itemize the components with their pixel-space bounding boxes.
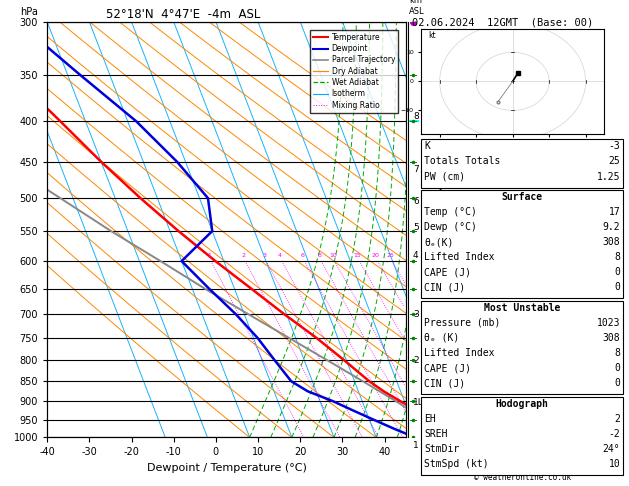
Text: θₑ (K): θₑ (K) bbox=[424, 333, 459, 343]
Text: 0: 0 bbox=[615, 378, 620, 388]
Text: 15: 15 bbox=[353, 253, 362, 258]
Text: StmSpd (kt): StmSpd (kt) bbox=[424, 459, 489, 469]
Text: EH: EH bbox=[424, 414, 436, 424]
Text: 1LCL: 1LCL bbox=[413, 399, 435, 407]
Text: 4: 4 bbox=[278, 253, 282, 258]
Text: θₑ(K): θₑ(K) bbox=[424, 237, 454, 247]
Text: 9.2: 9.2 bbox=[603, 222, 620, 232]
Text: © weatheronline.co.uk: © weatheronline.co.uk bbox=[474, 473, 571, 482]
Text: 4: 4 bbox=[413, 251, 418, 260]
Text: 1: 1 bbox=[413, 441, 419, 450]
Text: 17: 17 bbox=[608, 207, 620, 217]
Text: 7: 7 bbox=[413, 165, 419, 174]
Text: -2: -2 bbox=[608, 429, 620, 439]
Text: 8: 8 bbox=[615, 252, 620, 262]
Text: Totals Totals: Totals Totals bbox=[424, 156, 500, 167]
Text: Lifted Index: Lifted Index bbox=[424, 252, 494, 262]
Text: hPa: hPa bbox=[20, 7, 38, 17]
Text: 20: 20 bbox=[372, 253, 380, 258]
Text: Lifted Index: Lifted Index bbox=[424, 348, 494, 358]
Text: Temp (°C): Temp (°C) bbox=[424, 207, 477, 217]
Text: 3: 3 bbox=[413, 310, 419, 319]
Text: 2: 2 bbox=[615, 414, 620, 424]
Text: 1.25: 1.25 bbox=[597, 172, 620, 182]
Text: 6: 6 bbox=[301, 253, 305, 258]
Title: 52°18'N  4°47'E  -4m  ASL: 52°18'N 4°47'E -4m ASL bbox=[106, 8, 260, 21]
Text: CAPE (J): CAPE (J) bbox=[424, 363, 471, 373]
Y-axis label: Mixing Ratio (g/kg): Mixing Ratio (g/kg) bbox=[435, 184, 445, 276]
Text: SREH: SREH bbox=[424, 429, 447, 439]
Text: 3: 3 bbox=[263, 253, 267, 258]
X-axis label: Dewpoint / Temperature (°C): Dewpoint / Temperature (°C) bbox=[147, 463, 306, 473]
Text: Hodograph: Hodograph bbox=[496, 399, 548, 409]
Text: kt: kt bbox=[429, 31, 437, 40]
Text: 1023: 1023 bbox=[597, 318, 620, 328]
Text: 0: 0 bbox=[615, 282, 620, 293]
Text: Pressure (mb): Pressure (mb) bbox=[424, 318, 500, 328]
Text: 6: 6 bbox=[413, 197, 419, 206]
Text: 10: 10 bbox=[329, 253, 337, 258]
Text: 10: 10 bbox=[608, 459, 620, 469]
Text: 25: 25 bbox=[386, 253, 394, 258]
Text: StmDir: StmDir bbox=[424, 444, 459, 454]
Text: 1: 1 bbox=[208, 253, 211, 258]
Text: 2: 2 bbox=[413, 356, 418, 365]
Text: CIN (J): CIN (J) bbox=[424, 378, 465, 388]
Text: 8: 8 bbox=[318, 253, 321, 258]
Legend: Temperature, Dewpoint, Parcel Trajectory, Dry Adiabat, Wet Adiabat, Isotherm, Mi: Temperature, Dewpoint, Parcel Trajectory… bbox=[309, 30, 398, 113]
Text: 8: 8 bbox=[413, 112, 419, 122]
Text: PW (cm): PW (cm) bbox=[424, 172, 465, 182]
Text: 0: 0 bbox=[615, 267, 620, 278]
Text: 308: 308 bbox=[603, 333, 620, 343]
Text: Surface: Surface bbox=[501, 192, 543, 202]
Text: 308: 308 bbox=[603, 237, 620, 247]
Text: -3: -3 bbox=[608, 141, 620, 152]
Text: 24°: 24° bbox=[603, 444, 620, 454]
Text: 25: 25 bbox=[608, 156, 620, 167]
Text: 8: 8 bbox=[615, 348, 620, 358]
Text: 5: 5 bbox=[413, 224, 419, 232]
Text: CIN (J): CIN (J) bbox=[424, 282, 465, 293]
Text: km
ASL: km ASL bbox=[409, 0, 425, 16]
Text: CAPE (J): CAPE (J) bbox=[424, 267, 471, 278]
Text: 02.06.2024  12GMT  (Base: 00): 02.06.2024 12GMT (Base: 00) bbox=[412, 17, 593, 27]
Text: K: K bbox=[424, 141, 430, 152]
Text: Most Unstable: Most Unstable bbox=[484, 303, 560, 313]
Text: Dewp (°C): Dewp (°C) bbox=[424, 222, 477, 232]
Text: 2: 2 bbox=[242, 253, 245, 258]
Text: 0: 0 bbox=[615, 363, 620, 373]
